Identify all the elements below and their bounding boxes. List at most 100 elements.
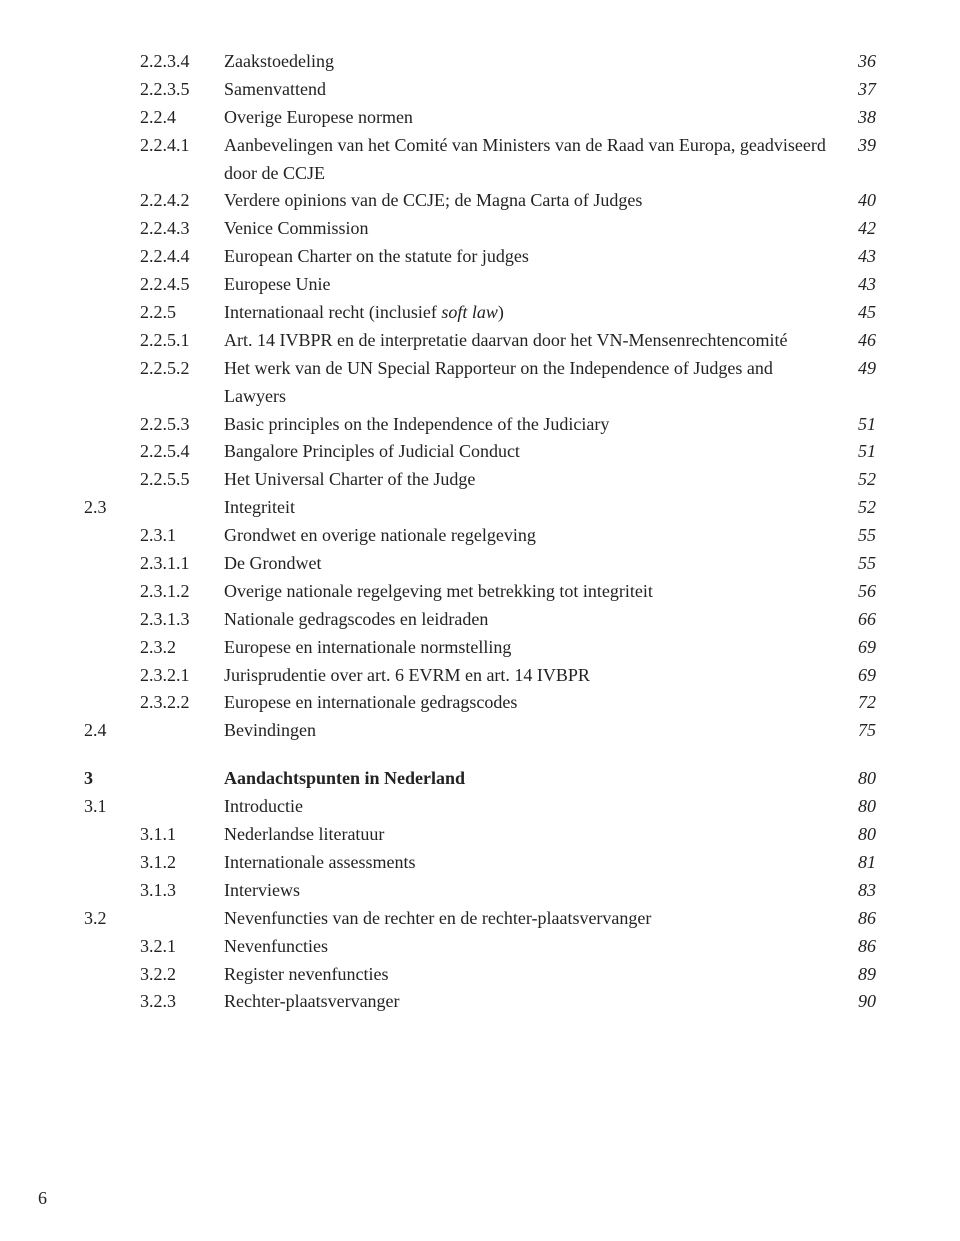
toc-subsection-number: 2.2.5.4: [140, 438, 224, 466]
toc-row: 2.2.5.4Bangalore Principles of Judicial …: [84, 438, 876, 466]
toc-title: Grondwet en overige nationale regelgevin…: [224, 522, 836, 550]
toc-section-number: 2.3: [84, 494, 140, 522]
toc-page-number: 69: [836, 662, 876, 690]
toc-page-number: 39: [836, 132, 876, 160]
toc-row: 2.3 Integriteit52: [84, 494, 876, 522]
toc-row: 2.2.4.5Europese Unie43: [84, 271, 876, 299]
toc-title: Nationale gedragscodes en leidraden: [224, 606, 836, 634]
toc-row: 2.3.2.1Jurisprudentie over art. 6 EVRM e…: [84, 662, 876, 690]
toc-title: Internationale assessments: [224, 849, 836, 877]
toc-page-number: 51: [836, 411, 876, 439]
toc-page-number: 43: [836, 243, 876, 271]
toc-page-number: 45: [836, 299, 876, 327]
toc-page-number: 86: [836, 905, 876, 933]
toc-subsection-number: 2.3.1.1: [140, 550, 224, 578]
toc-title: De Grondwet: [224, 550, 836, 578]
toc-subsection-number: 2.3.1.2: [140, 578, 224, 606]
toc-row: 3.1.3Interviews83: [84, 877, 876, 905]
toc-title-prefix: Internationaal recht (inclusief: [224, 302, 441, 322]
page-number: 6: [38, 1188, 47, 1209]
toc-page-number: 56: [836, 578, 876, 606]
toc-page-number: 42: [836, 215, 876, 243]
toc-page-number: 90: [836, 988, 876, 1016]
toc-title: Interviews: [224, 877, 836, 905]
toc-row: 2.3.1Grondwet en overige nationale regel…: [84, 522, 876, 550]
toc-title: Europese en internationale normstelling: [224, 634, 836, 662]
toc-subsection-number: 2.2.5.5: [140, 466, 224, 494]
toc-subsection-number: 2.2.5.3: [140, 411, 224, 439]
toc-row: 3.2.1Nevenfuncties86: [84, 933, 876, 961]
toc-row: 2.2.5.1Art. 14 IVBPR en de interpretatie…: [84, 327, 876, 355]
toc-title: Internationaal recht (inclusief soft law…: [224, 299, 836, 327]
toc-row: 2.3.1.2Overige nationale regelgeving met…: [84, 578, 876, 606]
toc-title: Bangalore Principles of Judicial Conduct: [224, 438, 836, 466]
toc-page-number: 38: [836, 104, 876, 132]
toc-section-number: 3.2: [84, 905, 140, 933]
toc-subsection-number: 2.2.3.4: [140, 48, 224, 76]
toc-row: 2.3.2.2Europese en internationale gedrag…: [84, 689, 876, 717]
toc-section-number: 3.1: [84, 793, 140, 821]
toc-page-number: 80: [836, 765, 876, 793]
toc-row: 2.3.1.1De Grondwet55: [84, 550, 876, 578]
toc-list: 2.2.3.4Zaakstoedeling362.2.3.5Samenvatte…: [84, 48, 876, 1016]
toc-row: 2.2.4Overige Europese normen38: [84, 104, 876, 132]
toc-title: Introductie: [224, 793, 836, 821]
toc-title: Overige nationale regelgeving met betrek…: [224, 578, 836, 606]
toc-row: 2.2.5.5Het Universal Charter of the Judg…: [84, 466, 876, 494]
toc-title: Verdere opinions van de CCJE; de Magna C…: [224, 187, 836, 215]
toc-title: Aanbevelingen van het Comité van Ministe…: [224, 132, 836, 188]
toc-row: 3 Aandachtspunten in Nederland80: [84, 765, 876, 793]
toc-title: Basic principles on the Independence of …: [224, 411, 836, 439]
toc-page-number: 46: [836, 327, 876, 355]
toc-title: Aandachtspunten in Nederland: [224, 765, 836, 793]
toc-page-number: 86: [836, 933, 876, 961]
toc-subsection-number: 2.3.1: [140, 522, 224, 550]
toc-row: 2.2.4.3Venice Commission42: [84, 215, 876, 243]
toc-title: Overige Europese normen: [224, 104, 836, 132]
toc-title: Samenvattend: [224, 76, 836, 104]
toc-subsection-number: 2.2.4: [140, 104, 224, 132]
toc-subsection-number: 2.2.5.2: [140, 355, 224, 383]
toc-row: 2.2.3.5Samenvattend37: [84, 76, 876, 104]
toc-page-number: 81: [836, 849, 876, 877]
toc-row: 3.2.2Register nevenfuncties89: [84, 961, 876, 989]
toc-title: Het werk van de UN Special Rapporteur on…: [224, 355, 836, 411]
toc-title: Bevindingen: [224, 717, 836, 745]
toc-subsection-number: 3.1.1: [140, 821, 224, 849]
toc-subsection-number: 2.2.4.1: [140, 132, 224, 160]
toc-subsection-number: 3.2.3: [140, 988, 224, 1016]
toc-title: Art. 14 IVBPR en de interpretatie daarva…: [224, 327, 836, 355]
toc-title: Europese en internationale gedragscodes: [224, 689, 836, 717]
toc-subsection-number: 3.2.1: [140, 933, 224, 961]
toc-page-number: 51: [836, 438, 876, 466]
toc-page: 2.2.3.4Zaakstoedeling362.2.3.5Samenvatte…: [0, 0, 960, 1241]
toc-row: 3.1.1Nederlandse literatuur80: [84, 821, 876, 849]
toc-title: Nederlandse literatuur: [224, 821, 836, 849]
toc-subsection-number: 2.3.2.2: [140, 689, 224, 717]
toc-title: European Charter on the statute for judg…: [224, 243, 836, 271]
toc-row: 2.4Bevindingen75: [84, 717, 876, 745]
toc-page-number: 36: [836, 48, 876, 76]
toc-row: 2.2.5.3Basic principles on the Independe…: [84, 411, 876, 439]
toc-row: 3.2Nevenfuncties van de rechter en de re…: [84, 905, 876, 933]
toc-title: Integriteit: [224, 494, 836, 522]
toc-title: Europese Unie: [224, 271, 836, 299]
toc-row: 2.2.4.4European Charter on the statute f…: [84, 243, 876, 271]
toc-page-number: 89: [836, 961, 876, 989]
toc-page-number: 52: [836, 466, 876, 494]
toc-row: 2.2.3.4Zaakstoedeling36: [84, 48, 876, 76]
toc-subsection-number: 3.1.2: [140, 849, 224, 877]
toc-row: 2.2.5Internationaal recht (inclusief sof…: [84, 299, 876, 327]
toc-page-number: 52: [836, 494, 876, 522]
toc-section-number: 3: [84, 765, 140, 793]
toc-page-number: 69: [836, 634, 876, 662]
toc-subsection-number: 2.2.5: [140, 299, 224, 327]
toc-page-number: 66: [836, 606, 876, 634]
toc-subsection-number: 2.2.5.1: [140, 327, 224, 355]
toc-row: 3.1.2Internationale assessments81: [84, 849, 876, 877]
toc-title: Register nevenfuncties: [224, 961, 836, 989]
toc-page-number: 40: [836, 187, 876, 215]
toc-subsection-number: 2.3.2.1: [140, 662, 224, 690]
toc-title-suffix: ): [498, 302, 504, 322]
toc-title: Jurisprudentie over art. 6 EVRM en art. …: [224, 662, 836, 690]
